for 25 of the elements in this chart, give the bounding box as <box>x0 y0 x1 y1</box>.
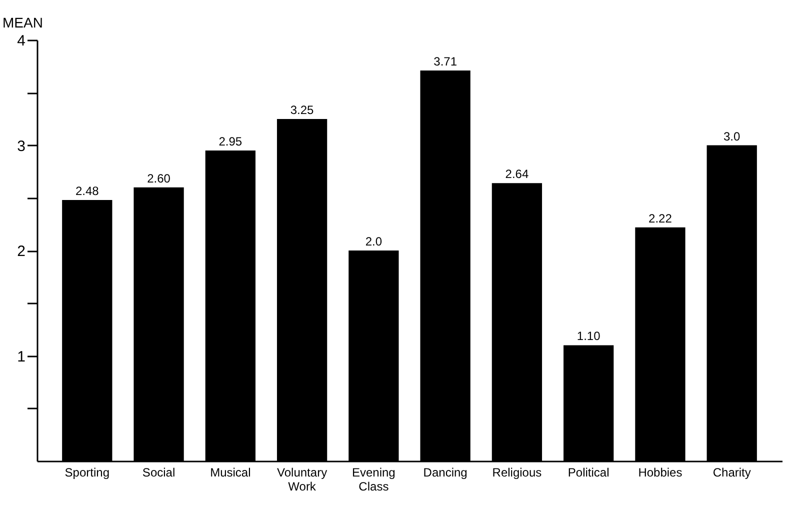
y-tick-label: 2 <box>17 243 26 260</box>
y-tick-label: 1 <box>17 348 26 366</box>
x-tick-label: Evening Class <box>352 466 396 494</box>
x-tick-label: Sporting <box>64 466 110 480</box>
x-tick-label: Charity <box>712 466 751 480</box>
data-label: 2.48 <box>75 184 100 198</box>
data-label: 2.60 <box>147 171 171 186</box>
data-label: 1.10 <box>576 329 601 344</box>
data-label: 2.95 <box>218 134 242 149</box>
x-tick-label: Religious <box>492 466 542 480</box>
x-tick-label: Musical <box>210 466 251 480</box>
x-tick-label: Hobbies <box>638 466 682 480</box>
data-label: 2.22 <box>648 211 672 226</box>
y-axis-title: MEAN <box>2 14 43 30</box>
x-tick-label: Political <box>568 466 610 480</box>
data-label: 3.71 <box>434 54 458 69</box>
data-label: 3.0 <box>724 129 741 144</box>
data-label: 2.64 <box>505 167 529 182</box>
x-tick-label: Voluntary Work <box>277 466 328 494</box>
x-tick-label: Dancing <box>423 466 468 480</box>
y-tick-label: 3 <box>17 138 26 155</box>
data-label: 3.25 <box>290 102 314 117</box>
data-label: 2.0 <box>365 234 382 248</box>
x-tick-label: Social <box>142 466 176 480</box>
y-tick-label: 4 <box>17 32 26 50</box>
